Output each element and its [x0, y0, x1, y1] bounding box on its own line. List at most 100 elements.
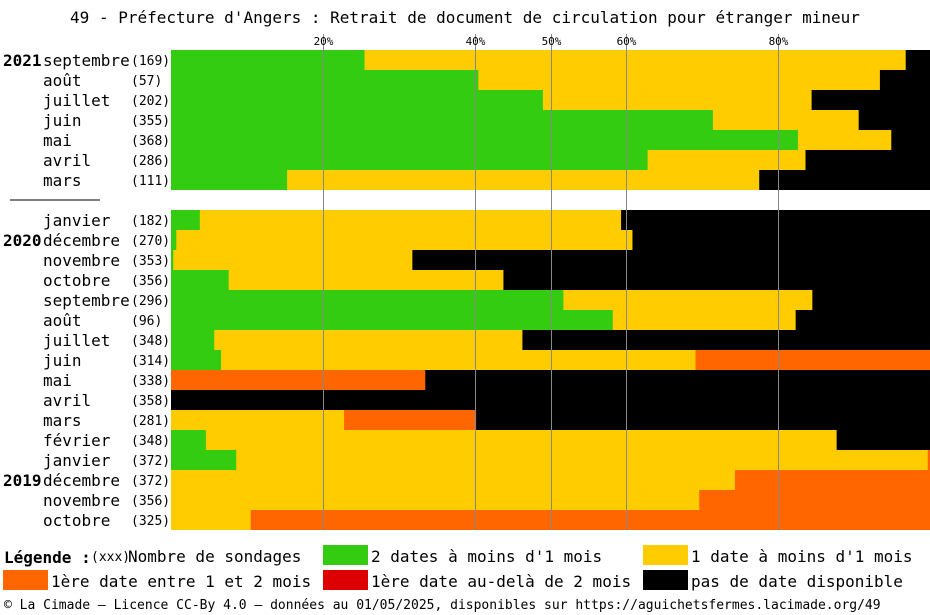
count-label: (372) [131, 474, 170, 489]
legend-label-orange: 1ère date entre 1 et 2 mois [51, 572, 312, 591]
bar-segment-yellow [171, 490, 700, 510]
bar-segment-black [795, 310, 930, 330]
bar-segment-yellow [176, 230, 633, 250]
bar-segment-orange [927, 450, 930, 470]
year-label: 2020 [3, 231, 42, 250]
legend-title: Légende : [4, 548, 91, 567]
legend-label-red: 1ère date au-delà de 2 mois [371, 572, 632, 591]
count-label: (353) [131, 254, 170, 269]
footer-credits: © La Cimade – Licence CC-By 4.0 – donnée… [4, 598, 881, 613]
bar-segment-green [171, 110, 714, 130]
count-label: (57) [131, 74, 162, 89]
bar-segment-green [171, 350, 222, 370]
bar-segment-yellow [205, 430, 837, 450]
bar-segment-black [836, 430, 930, 450]
bar-segment-yellow [287, 170, 760, 190]
month-label: décembre [43, 471, 120, 490]
month-label: mai [43, 131, 72, 150]
bar-segment-green [171, 130, 799, 150]
legend: Légende : (xxx) Nombre de sondages 2 dat… [0, 540, 930, 595]
bar-segment-black [905, 50, 930, 70]
bar-segment-yellow [236, 450, 929, 470]
count-label: (338) [131, 374, 170, 389]
x-tick-label: 50% [542, 35, 562, 48]
count-label: (348) [131, 334, 170, 349]
bar-segment-black [812, 290, 930, 310]
month-label: octobre [43, 271, 110, 290]
count-label: (372) [131, 454, 170, 469]
bar-segment-black [425, 370, 930, 390]
gridlines: 20% 40% 50% 60% 80% [314, 34, 789, 530]
legend-count-label: Nombre de sondages [128, 547, 302, 566]
bar-segment-black [503, 270, 930, 290]
bar-segment-black [522, 330, 930, 350]
bar-segment-yellow [173, 250, 413, 270]
legend-swatch-green [323, 545, 368, 565]
count-label: (202) [131, 94, 170, 109]
month-label: janvier [43, 211, 111, 230]
x-tick-label: 60% [617, 35, 637, 48]
month-label: novembre [43, 251, 120, 270]
legend-label-green: 2 dates à moins d'1 mois [371, 547, 603, 566]
x-tick-label: 20% [314, 35, 334, 48]
month-label: novembre [43, 491, 120, 510]
count-label: (96) [131, 314, 162, 329]
count-label: (182) [131, 214, 170, 229]
bar-segment-black [412, 250, 930, 270]
x-tick-label: 40% [466, 35, 486, 48]
bar-segment-green [171, 270, 229, 290]
bar-segment-yellow [542, 90, 812, 110]
x-tick-label: 80% [769, 35, 789, 48]
bar-segment-black [891, 130, 930, 150]
count-label: (356) [131, 494, 170, 509]
month-label: juillet [43, 331, 110, 350]
bar-segment-green [171, 70, 479, 90]
month-label: janvier [43, 451, 111, 470]
bar-segment-yellow [171, 410, 345, 430]
count-label: (281) [131, 414, 170, 429]
month-label: mars [43, 411, 82, 430]
chart-title: 49 - Préfecture d'Angers : Retrait de do… [70, 8, 860, 27]
bars-layer [171, 50, 930, 530]
count-label: (270) [131, 234, 170, 249]
legend-swatch-red [323, 570, 368, 590]
bar-segment-black [858, 110, 930, 130]
month-label: août [43, 311, 82, 330]
bar-segment-black [632, 230, 930, 250]
count-label: (325) [131, 514, 170, 529]
bar-segment-orange [250, 510, 930, 530]
bar-segment-yellow [171, 470, 736, 490]
bar-segment-black [621, 210, 930, 230]
legend-swatch-orange [3, 570, 48, 590]
bar-segment-yellow [364, 50, 907, 70]
legend-swatch-yellow [643, 545, 688, 565]
bar-segment-black [811, 90, 930, 110]
bar-segment-yellow [563, 290, 813, 310]
legend-swatch-black [643, 570, 688, 590]
bar-segment-yellow [199, 210, 622, 230]
bar-segment-yellow [221, 350, 696, 370]
bar-segment-green [171, 330, 215, 350]
month-label: septembre [43, 291, 130, 310]
bar-segment-green [171, 90, 544, 110]
month-label: mars [43, 171, 82, 190]
bar-segment-green [171, 50, 365, 70]
count-label: (314) [131, 354, 170, 369]
month-label: juillet [43, 91, 110, 110]
month-label: octobre [43, 511, 110, 530]
bar-segment-green [171, 250, 174, 270]
month-label: décembre [43, 231, 120, 250]
bar-segment-green [171, 230, 177, 250]
bar-segment-yellow [478, 70, 881, 90]
bar-segment-orange [695, 350, 930, 370]
row-labels: 2021 septembre (169)août (57)juillet (202)ju… [3, 51, 170, 530]
count-label: (296) [131, 294, 170, 309]
count-label: (355) [131, 114, 170, 129]
count-label: (286) [131, 154, 170, 169]
legend-label-yellow: 1 date à moins d'1 mois [691, 547, 913, 566]
bar-segment-green [171, 150, 648, 170]
bar-segment-green [171, 210, 201, 230]
bar-segment-black [879, 70, 930, 90]
chart-area: 20% 40% 50% 60% 80% 2021 septembre (169)août (5… [3, 34, 930, 530]
month-label: mai [43, 371, 72, 390]
